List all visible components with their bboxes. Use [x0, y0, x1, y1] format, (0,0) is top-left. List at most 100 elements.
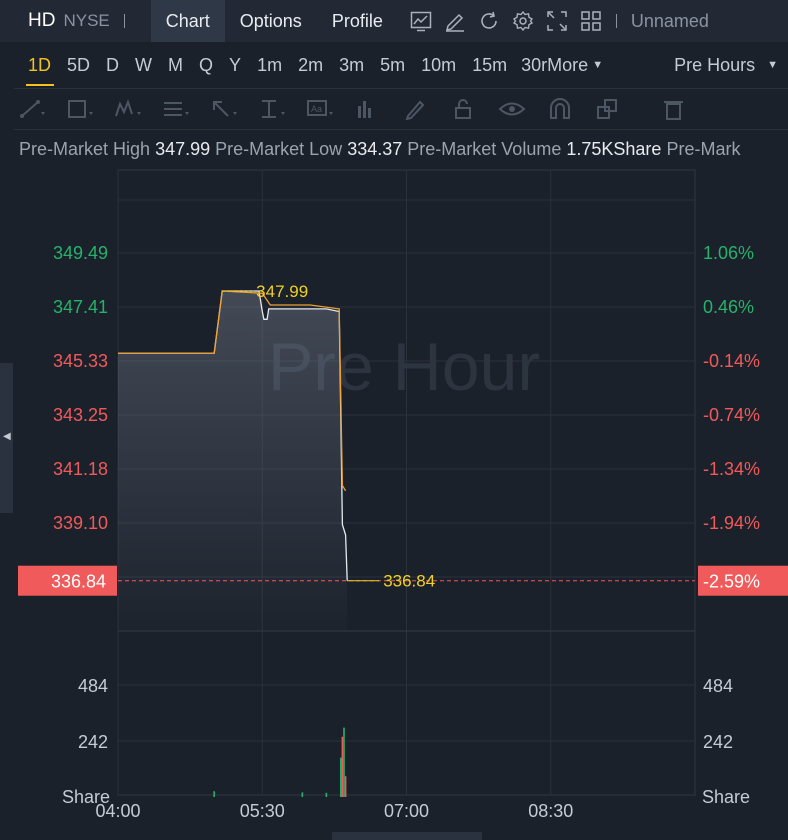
volume-label: Pre-Market Volume	[407, 139, 562, 159]
ticker-symbol: HD	[28, 10, 56, 31]
pct-tick-label: -0.74%	[703, 405, 760, 425]
volume-bar	[341, 736, 344, 797]
interval-15m[interactable]: 15m	[472, 54, 508, 75]
divider	[615, 14, 617, 28]
volume-bar	[325, 792, 328, 797]
pct-tick-label: -0.14%	[703, 351, 760, 371]
low-value: 334.37	[347, 139, 403, 159]
axis-layer: 349.49 1.06% 347.41 0.46% 345.33 -0.14% 343.25…	[18, 243, 788, 821]
truncated-stat-label: Pre-Mark	[666, 139, 741, 159]
lock-icon[interactable]	[446, 95, 482, 123]
volume-bar	[339, 757, 342, 797]
volume-tick-label: 242	[703, 732, 733, 752]
divider	[123, 14, 125, 28]
current-price-badge	[18, 565, 117, 596]
copy-icon[interactable]	[590, 95, 626, 123]
interval-y[interactable]: Y	[229, 54, 242, 75]
volume-bar	[343, 727, 345, 797]
pre-market-stats: Pre-Market High 347.99 Pre-Market Low 33…	[19, 139, 740, 160]
top-bar: HD NYSE Chart Options Profile Unnamed	[0, 0, 788, 42]
chevron-left-icon: ◀	[3, 431, 11, 442]
time-tick-label: 05:30	[240, 801, 285, 821]
interval-bar: 1D 5D D W M Q Y 1m 2m 3m 5m 10m 15m 30r M…	[0, 42, 788, 88]
interval-10m[interactable]: 10m	[421, 54, 457, 75]
high-marker-label: 347.99	[256, 282, 308, 301]
price-tick-label: 347.41	[53, 297, 108, 317]
price-tick-label: 341.18	[53, 459, 108, 479]
magnet-icon[interactable]	[542, 95, 578, 123]
draw-icon[interactable]	[444, 10, 466, 32]
tab-profile[interactable]: Profile	[331, 11, 383, 31]
last-marker-label: 336.84	[383, 572, 435, 591]
interval-30m[interactable]: 30r	[521, 54, 548, 75]
exchange-label: NYSE	[63, 11, 110, 30]
trash-icon[interactable]	[656, 95, 692, 123]
layout-name[interactable]: Unnamed	[630, 10, 709, 31]
svg-text:Aa: Aa	[311, 104, 322, 114]
current-pct-label: -2.59%	[703, 572, 760, 592]
expand-bottom-handle[interactable]	[332, 832, 482, 840]
volume-tick-label: 242	[78, 732, 108, 752]
collapse-panel-handle[interactable]: ◀	[0, 363, 13, 513]
pct-tick-label: -1.94%	[703, 513, 760, 533]
pct-tick-label: -1.34%	[703, 459, 760, 479]
interval-5d[interactable]: 5D	[67, 54, 91, 75]
interval-1m[interactable]: 1m	[257, 54, 283, 75]
volume-bar	[344, 776, 347, 797]
price-tick-label: 345.33	[53, 351, 108, 371]
volume-bar	[301, 792, 304, 797]
measure-tool-icon[interactable]	[254, 95, 290, 123]
eye-icon[interactable]	[494, 95, 530, 123]
interval-1d[interactable]: 1D	[28, 54, 52, 75]
interval-5m[interactable]: 5m	[380, 54, 406, 75]
average-line	[118, 290, 347, 492]
interval-d[interactable]: D	[106, 54, 120, 75]
session-dropdown[interactable]: Pre Hours ▼	[668, 42, 778, 88]
price-area	[118, 291, 348, 630]
interval-w[interactable]: W	[135, 54, 153, 75]
arrow-tool-icon[interactable]	[206, 95, 242, 123]
session-label: Pre Hours	[674, 54, 756, 75]
tab-options[interactable]: Options	[239, 11, 302, 31]
volume-unit-label: Share	[702, 787, 750, 807]
interval-m[interactable]: M	[168, 54, 184, 75]
volume-tool-icon[interactable]	[350, 95, 386, 123]
volume-value: 1.75KShare	[566, 139, 662, 159]
time-tick-label: 07:00	[384, 801, 429, 821]
volume-tick-label: 484	[78, 676, 108, 696]
rectangle-tool-icon[interactable]	[62, 95, 98, 123]
line-tool-icon[interactable]	[14, 95, 50, 123]
indicator-icon[interactable]	[410, 10, 432, 32]
current-pct-badge	[698, 565, 788, 596]
interval-q[interactable]: Q	[199, 54, 214, 75]
interval-2m[interactable]: 2m	[298, 54, 324, 75]
pen-tool-icon[interactable]	[398, 95, 434, 123]
volume-bar	[213, 791, 215, 797]
volume-unit-label: Share	[62, 787, 110, 807]
price-tick-label: 343.25	[53, 405, 108, 425]
series-layer: 347.99 336.84	[118, 282, 695, 630]
price-tick-label: 339.10	[53, 513, 108, 533]
drawing-toolbar: Aa	[14, 88, 788, 130]
interval-3m[interactable]: 3m	[339, 54, 365, 75]
tab-chart[interactable]: Chart	[150, 0, 225, 42]
text-tool-icon[interactable]: Aa	[302, 95, 338, 123]
time-tick-label: 04:00	[95, 801, 140, 821]
price-tick-label: 349.49	[53, 243, 108, 263]
fullscreen-icon[interactable]	[546, 10, 568, 32]
more-dropdown[interactable]: More	[547, 54, 589, 75]
time-tick-label: 08:30	[528, 801, 573, 821]
pct-tick-label: 0.46%	[703, 297, 754, 317]
volume-tick-label: 484	[703, 676, 733, 696]
current-price-label: 336.84	[51, 572, 106, 592]
fibonacci-tool-icon[interactable]	[158, 95, 194, 123]
refresh-icon[interactable]	[478, 10, 500, 32]
layout-icon[interactable]	[580, 10, 602, 32]
settings-icon[interactable]	[512, 10, 534, 32]
low-label: Pre-Market Low	[215, 139, 343, 159]
active-interval-indicator	[26, 84, 54, 86]
pct-tick-label: 1.06%	[703, 243, 754, 263]
pattern-tool-icon[interactable]	[110, 95, 146, 123]
chevron-down-icon: ▼	[592, 59, 604, 71]
